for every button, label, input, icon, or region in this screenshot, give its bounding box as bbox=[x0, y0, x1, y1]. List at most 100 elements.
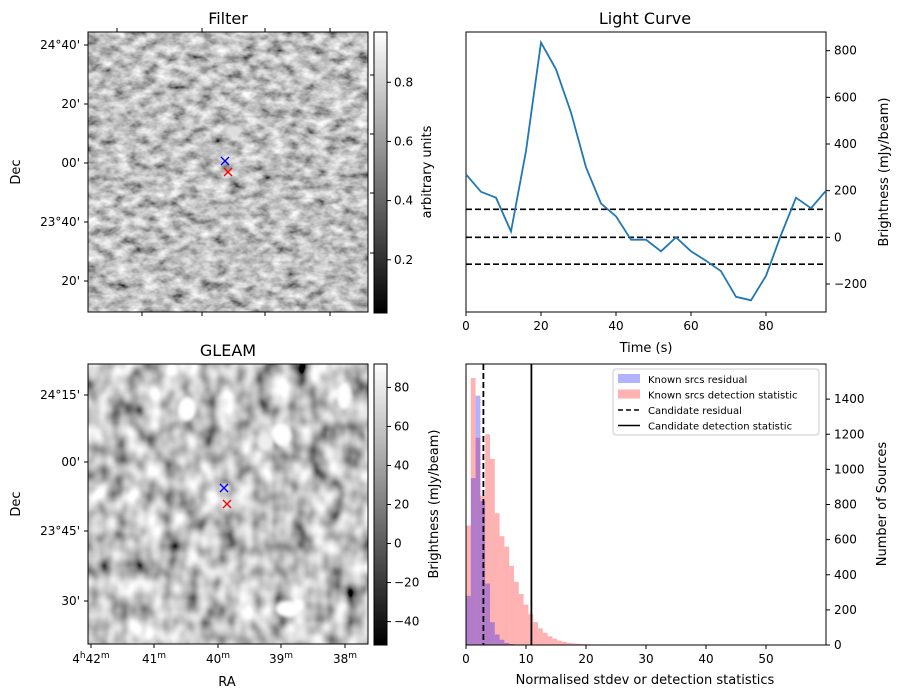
filter-colorbar-tick-label: 0.6 bbox=[394, 134, 413, 148]
gleam-image bbox=[88, 364, 368, 644]
light-curve-panel: Light Curve 0 20 40 60 80 −2000200400600800 … bbox=[462, 9, 892, 356]
filter-panel: Filter 24°40'20'00'23°40'20' Dec 0.20.40… bbox=[9, 9, 435, 316]
histogram-bar bbox=[485, 434, 490, 645]
light-curve-series bbox=[465, 39, 827, 302]
histogram-candidate-lines bbox=[482, 364, 533, 645]
gleam-xlabel: RA bbox=[218, 675, 236, 690]
histogram-bar bbox=[509, 565, 514, 645]
gleam-title: GLEAM bbox=[200, 341, 256, 360]
gleam-colorbar-label: Brightness (mJy/beam) bbox=[427, 430, 442, 579]
histogram-legend-swatch bbox=[618, 374, 640, 383]
histogram-bar bbox=[547, 636, 553, 645]
histogram-bar bbox=[523, 604, 529, 645]
light-curve-y-tick-label: 0 bbox=[834, 230, 842, 244]
gleam-y-tick-label: 23°45' bbox=[40, 524, 80, 538]
light-curve-x-tick-label: 80 bbox=[758, 319, 773, 333]
gleam-panel: GLEAM 24°15'00'23°45'30' 4h42m 41m 40m 39m 3… bbox=[9, 341, 442, 690]
gleam-y-tick-label: 00' bbox=[61, 455, 80, 469]
gleam-marker-candidate-offset bbox=[222, 499, 232, 509]
histogram-bar bbox=[533, 622, 538, 645]
filter-y-ticks: 24°40' 20' 00' 23°40' 20' bbox=[40, 38, 88, 288]
filter-y-tick-label: 00' bbox=[61, 156, 80, 170]
light-curve-line bbox=[465, 39, 827, 302]
gleam-markers bbox=[219, 483, 232, 509]
histogram-y-tick-label: 1200 bbox=[834, 427, 865, 441]
gleam-x-tick-label: 4h42m bbox=[72, 651, 109, 666]
light-curve-thresholds bbox=[466, 208, 826, 265]
filter-y-tick-label: 20' bbox=[61, 97, 80, 111]
light-curve-y-ticks: −200 0 200 400 600 800 bbox=[826, 44, 867, 291]
histogram-xlabel: Normalised stdev or detection statistics bbox=[516, 673, 775, 688]
histogram-bar bbox=[562, 641, 567, 645]
gleam-x-tick-label: 38m bbox=[333, 651, 357, 666]
histogram-x-tick-label: 10 bbox=[518, 652, 533, 666]
light-curve-y-tick-label: 600 bbox=[834, 90, 857, 104]
gleam-marker-candidate bbox=[219, 483, 229, 493]
gleam-x-tick-min: 42 bbox=[86, 652, 101, 666]
histogram-bar bbox=[466, 595, 471, 645]
light-curve-y-tick-label: 200 bbox=[834, 184, 857, 198]
gleam-x-tick-m: m bbox=[284, 651, 293, 661]
histogram-bar bbox=[566, 642, 572, 645]
histogram-legend: Known srcs residual Known srcs detection … bbox=[612, 368, 820, 436]
histogram-x-tick-label: 0 bbox=[462, 652, 470, 666]
histogram-bar bbox=[475, 395, 481, 645]
gleam-y-ticks: 24°15' 00' 23°45' 30' bbox=[40, 388, 88, 608]
gleam-x-tick-m: m bbox=[157, 651, 166, 661]
gleam-colorbar-tick-label: 20 bbox=[394, 498, 409, 512]
gleam-x-tick-m: m bbox=[221, 651, 230, 661]
filter-y-tick-label: 24°40' bbox=[40, 38, 80, 52]
light-curve-y-tick-label: 400 bbox=[834, 137, 857, 151]
filter-y-tick-label: 20' bbox=[61, 274, 80, 288]
filter-marker-candidate-offset bbox=[223, 167, 233, 177]
gleam-x-tick-min: 39 bbox=[269, 652, 284, 666]
histogram-bar bbox=[571, 643, 577, 645]
histogram-ylabel: Number of Sources bbox=[875, 442, 890, 567]
histogram-x-tick-label: 30 bbox=[638, 652, 653, 666]
light-curve-y-tick-label: 800 bbox=[834, 44, 857, 58]
light-curve-xlabel: Time (s) bbox=[619, 341, 673, 356]
histogram-bar bbox=[557, 640, 562, 645]
gleam-x-tick-label: 39m bbox=[269, 651, 293, 666]
histogram-bar bbox=[499, 639, 505, 645]
histogram-legend-label: Known srcs detection statistic bbox=[648, 391, 797, 402]
gleam-colorbar-tick-label: 0 bbox=[394, 537, 402, 551]
gleam-x-ticks: 4h42m 41m 40m 39m 38m bbox=[72, 644, 357, 666]
histogram-bar bbox=[490, 622, 495, 645]
light-curve-y-tick-label: −200 bbox=[834, 277, 867, 291]
filter-top-ticks bbox=[116, 28, 331, 316]
histogram-bar bbox=[552, 638, 558, 645]
gleam-colorbar-tick-label: 60 bbox=[394, 419, 409, 433]
histogram-bar bbox=[470, 378, 476, 645]
histogram-legend-swatch bbox=[618, 389, 640, 399]
histogram-bar bbox=[490, 458, 495, 645]
gleam-x-tick-min: 40 bbox=[206, 652, 221, 666]
light-curve-ylabel: Brightness (mJy/beam) bbox=[877, 98, 892, 247]
histogram-legend-label: Known srcs residual bbox=[648, 375, 747, 386]
histogram-y-tick-label: 600 bbox=[834, 533, 857, 547]
gleam-x-tick-min: 38 bbox=[333, 652, 348, 666]
histogram-bar bbox=[499, 536, 505, 645]
histogram-y-tick-label: 800 bbox=[834, 498, 857, 512]
gleam-colorbar-tick-label: 80 bbox=[394, 380, 409, 394]
light-curve-x-ticks: 0 20 40 60 80 bbox=[462, 312, 774, 333]
histogram-y-tick-label: 200 bbox=[834, 603, 857, 617]
histogram-x-tick-label: 20 bbox=[578, 652, 593, 666]
filter-colorbar-tick-label: 0.2 bbox=[394, 253, 413, 267]
histogram-legend-frame bbox=[612, 368, 820, 436]
filter-title: Filter bbox=[208, 9, 248, 28]
histogram-bar bbox=[576, 643, 582, 645]
light-curve-x-tick-label: 40 bbox=[608, 319, 623, 333]
filter-colorbar-label: arbitrary units bbox=[420, 125, 435, 218]
light-curve-x-tick-label: 20 bbox=[533, 319, 548, 333]
histogram-bar bbox=[504, 546, 510, 645]
histogram-x-ticks: 0 10 20 30 40 50 bbox=[462, 645, 774, 666]
histogram-legend-label: Candidate detection statistic bbox=[648, 422, 792, 433]
histogram-bar bbox=[518, 594, 524, 645]
histogram-x-tick-label: 50 bbox=[758, 652, 773, 666]
histogram-y-tick-label: 1000 bbox=[834, 462, 865, 476]
histogram-y-tick-label: 1400 bbox=[834, 392, 865, 406]
gleam-colorbar-tick-label: −20 bbox=[394, 576, 419, 590]
histogram-bar bbox=[485, 583, 490, 645]
histogram-bar bbox=[542, 632, 548, 645]
